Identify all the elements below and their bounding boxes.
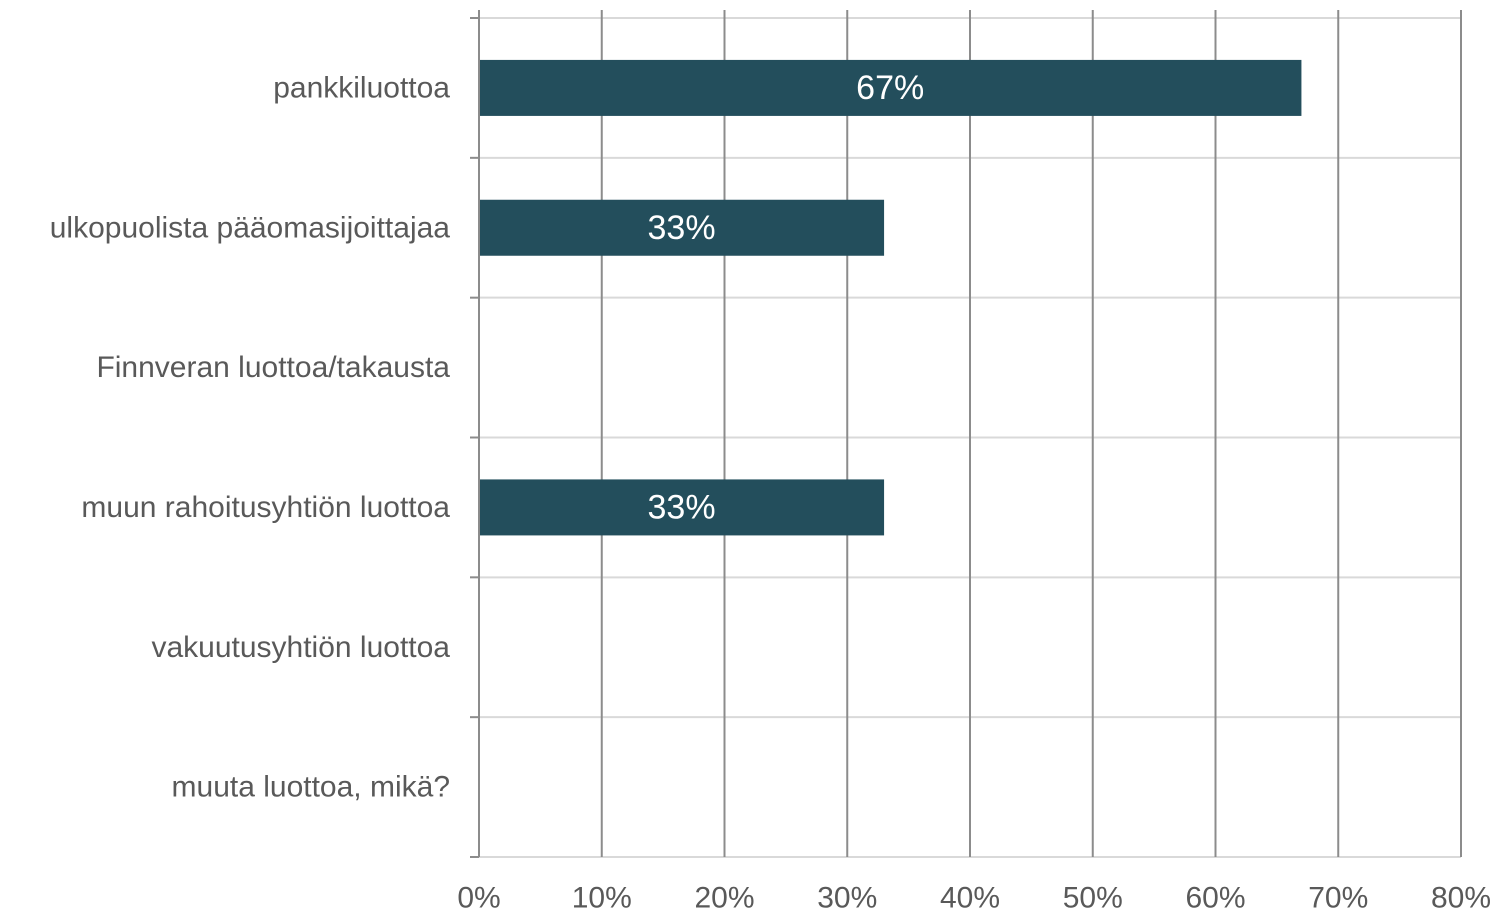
category-label: ulkopuolista pääomasijoittajaa (50, 211, 451, 244)
category-labels: pankkiluottoa ulkopuolista pääomasijoitta… (50, 71, 451, 803)
category-label: muun rahoitusyhtiön luottoa (81, 491, 450, 524)
bars (479, 59, 1302, 536)
data-label: 67% (856, 69, 924, 107)
category-label: Finnveran luottoa/takausta (96, 351, 450, 384)
x-tick-label: 80% (1431, 882, 1491, 915)
x-tick-label: 30% (817, 882, 877, 915)
bar (479, 479, 885, 536)
category-label: muuta luottoa, mikä? (172, 771, 450, 804)
x-tick-labels: 0% 10% 20% 30% 40% 50% 60% 70% 80% (457, 882, 1491, 915)
bar (479, 59, 1302, 116)
y-axis (470, 10, 480, 858)
x-tick-label: 0% (457, 882, 500, 915)
data-labels: 67% 33% 33% (648, 69, 925, 526)
category-label: vakuutusyhtiön luottoa (151, 631, 450, 664)
bar (479, 199, 885, 256)
gridlines (478, 10, 1462, 857)
x-tick-label: 50% (1063, 882, 1123, 915)
x-tick-label: 20% (694, 882, 754, 915)
x-tick-label: 70% (1308, 882, 1368, 915)
category-label: pankkiluottoa (273, 71, 450, 104)
x-tick-label: 40% (940, 882, 1000, 915)
data-label: 33% (648, 209, 716, 247)
x-tick-label: 60% (1185, 882, 1245, 915)
data-label: 33% (648, 488, 716, 526)
x-tick-label: 10% (572, 882, 632, 915)
